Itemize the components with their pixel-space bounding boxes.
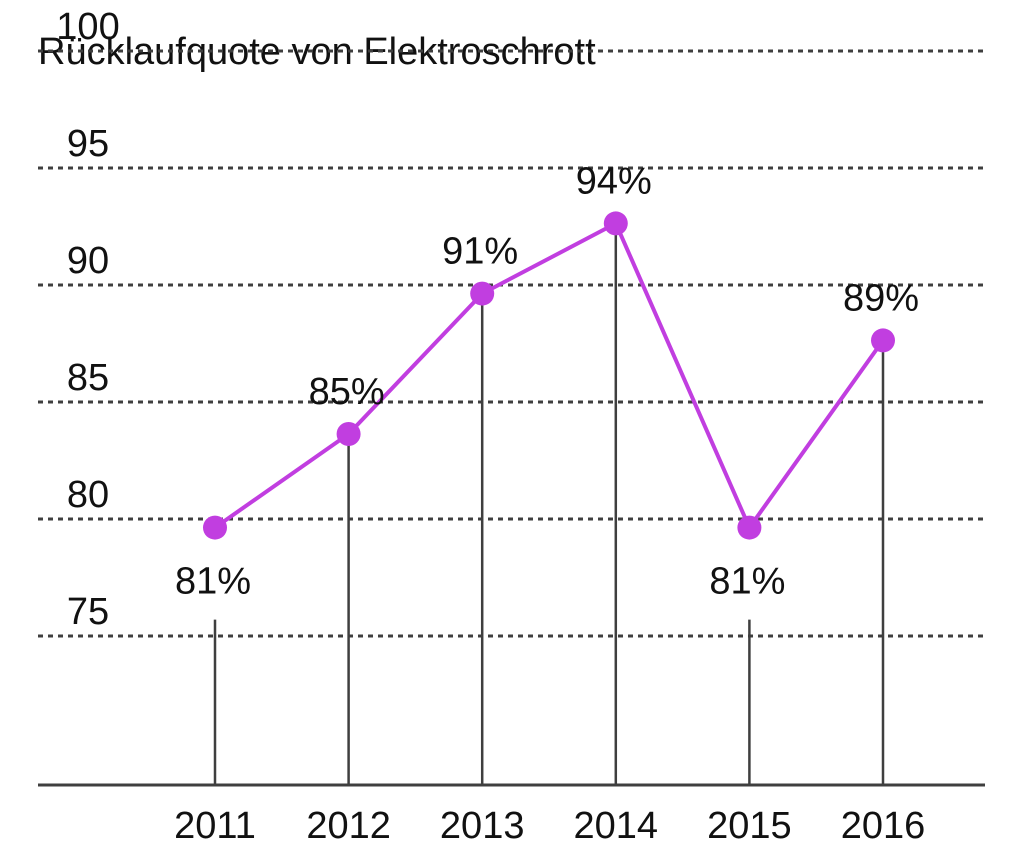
data-point-2014 [603, 211, 628, 236]
x-tick-label-2012: 2012 [306, 805, 391, 847]
data-label-2012: 85% [309, 371, 385, 413]
x-tick-label-2014: 2014 [574, 805, 659, 847]
x-tick-label-2015: 2015 [707, 805, 792, 847]
x-axis-ticks: 2011 2012 2013 2014 2015 2016 [174, 805, 925, 847]
grid-lines [38, 49, 985, 638]
data-label-2016: 89% [843, 277, 919, 319]
y-tick-label-100: 100 [56, 6, 119, 48]
stems [213, 223, 885, 785]
data-label-2015: 81% [709, 561, 785, 603]
x-tick-label-2013: 2013 [440, 805, 525, 847]
x-tick-label-2016: 2016 [841, 805, 926, 847]
data-point-2012 [336, 422, 361, 446]
data-point-2016 [871, 328, 895, 353]
y-axis-ticks: 75 80 85 90 95 100 [56, 6, 119, 633]
series-line [213, 221, 885, 530]
y-tick-label-95: 95 [67, 123, 109, 165]
data-labels: 81% 85% 91% 94% 81% 89% [175, 160, 919, 602]
y-tick-label-85: 85 [67, 357, 109, 399]
y-tick-label-90: 90 [67, 240, 109, 282]
data-point-2013 [470, 281, 495, 306]
y-tick-label-80: 80 [67, 474, 109, 516]
x-tick-label-2011: 2011 [174, 805, 256, 847]
data-label-2013: 91% [442, 231, 518, 273]
data-point-2011 [203, 515, 227, 540]
data-points [203, 211, 895, 540]
data-label-2011: 81% [175, 561, 251, 603]
data-label-2014: 94% [576, 160, 652, 202]
y-tick-label-75: 75 [67, 591, 109, 633]
data-point-2015 [737, 515, 762, 540]
